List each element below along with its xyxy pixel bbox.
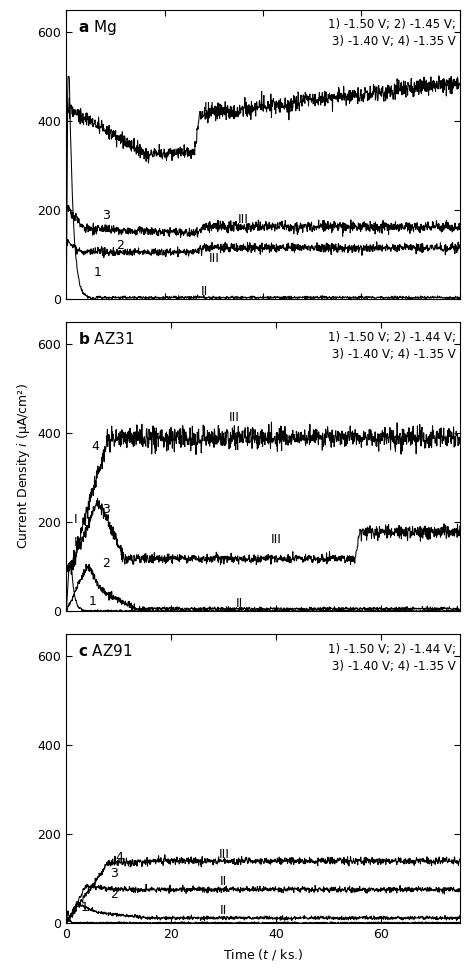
Text: 1: 1	[89, 595, 97, 608]
Text: III: III	[209, 252, 219, 266]
Text: $\mathbf{b}$ AZ31: $\mathbf{b}$ AZ31	[78, 330, 135, 347]
Text: 1) -1.50 V; 2) -1.44 V;
3) -1.40 V; 4) -1.35 V: 1) -1.50 V; 2) -1.44 V; 3) -1.40 V; 4) -…	[328, 330, 456, 361]
Text: III: III	[271, 533, 282, 546]
Text: I: I	[74, 513, 78, 527]
Text: 3: 3	[102, 209, 109, 222]
Text: II: II	[220, 905, 228, 917]
Text: 1) -1.50 V; 2) -1.45 V;
3) -1.40 V; 4) -1.35 V: 1) -1.50 V; 2) -1.45 V; 3) -1.40 V; 4) -…	[328, 19, 456, 49]
Text: 4: 4	[104, 124, 111, 137]
Text: III: III	[229, 411, 240, 424]
Text: 1: 1	[94, 266, 102, 278]
Text: 4: 4	[91, 440, 99, 453]
Text: 2: 2	[117, 239, 124, 252]
Text: 1) -1.50 V; 2) -1.44 V;
3) -1.40 V; 4) -1.35 V: 1) -1.50 V; 2) -1.44 V; 3) -1.40 V; 4) -…	[328, 643, 456, 673]
Text: III: III	[238, 213, 249, 227]
Text: II: II	[201, 285, 208, 298]
Text: 2: 2	[109, 888, 118, 901]
Y-axis label: Current Density $i$ (μA/cm²): Current Density $i$ (μA/cm²)	[15, 384, 32, 549]
Text: 3: 3	[109, 867, 118, 880]
Text: $\mathbf{c}$ AZ91: $\mathbf{c}$ AZ91	[78, 643, 133, 658]
X-axis label: Time ($t$ / ks.): Time ($t$ / ks.)	[223, 947, 303, 961]
Text: 3: 3	[102, 503, 109, 516]
Text: $\mathbf{a}$ Mg: $\mathbf{a}$ Mg	[78, 19, 117, 37]
Text: I: I	[74, 535, 78, 549]
Text: II: II	[236, 597, 243, 610]
Text: 2: 2	[102, 557, 109, 570]
Text: 1: 1	[81, 901, 89, 914]
Text: III: III	[219, 848, 229, 861]
Text: II: II	[220, 874, 228, 887]
Text: III: III	[203, 101, 214, 114]
Text: 4: 4	[115, 851, 123, 864]
